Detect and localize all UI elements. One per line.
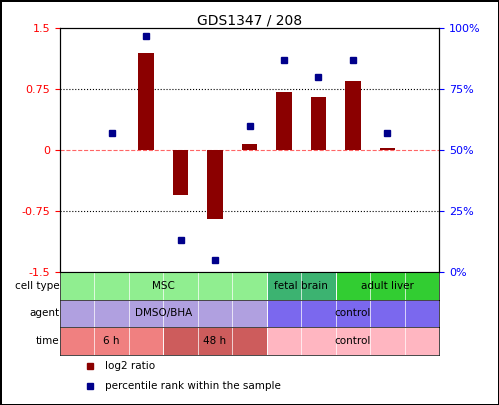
Text: cell type: cell type <box>14 281 59 291</box>
Bar <box>267 272 336 300</box>
Text: control: control <box>335 336 371 346</box>
Bar <box>60 327 163 355</box>
Bar <box>267 327 439 355</box>
Title: GDS1347 / 208: GDS1347 / 208 <box>197 13 302 27</box>
Bar <box>345 81 361 150</box>
Text: DMSO/BHA: DMSO/BHA <box>135 309 192 318</box>
Text: 48 h: 48 h <box>204 336 227 346</box>
Text: 6 h: 6 h <box>103 336 120 346</box>
Bar <box>138 53 154 150</box>
Bar <box>311 97 326 150</box>
Text: control: control <box>335 309 371 318</box>
Text: fetal brain: fetal brain <box>274 281 328 291</box>
Bar <box>60 272 267 300</box>
Text: agent: agent <box>29 309 59 318</box>
Bar <box>163 327 267 355</box>
Bar <box>60 300 267 327</box>
Bar <box>173 150 188 195</box>
Bar <box>267 300 439 327</box>
Bar <box>242 143 257 150</box>
Bar <box>207 150 223 219</box>
Bar <box>276 92 292 150</box>
Bar <box>336 272 439 300</box>
Text: log2 ratio: log2 ratio <box>105 360 156 371</box>
Text: MSC: MSC <box>152 281 175 291</box>
Bar <box>380 148 395 150</box>
Text: percentile rank within the sample: percentile rank within the sample <box>105 382 281 392</box>
Text: adult liver: adult liver <box>361 281 414 291</box>
Text: time: time <box>35 336 59 346</box>
